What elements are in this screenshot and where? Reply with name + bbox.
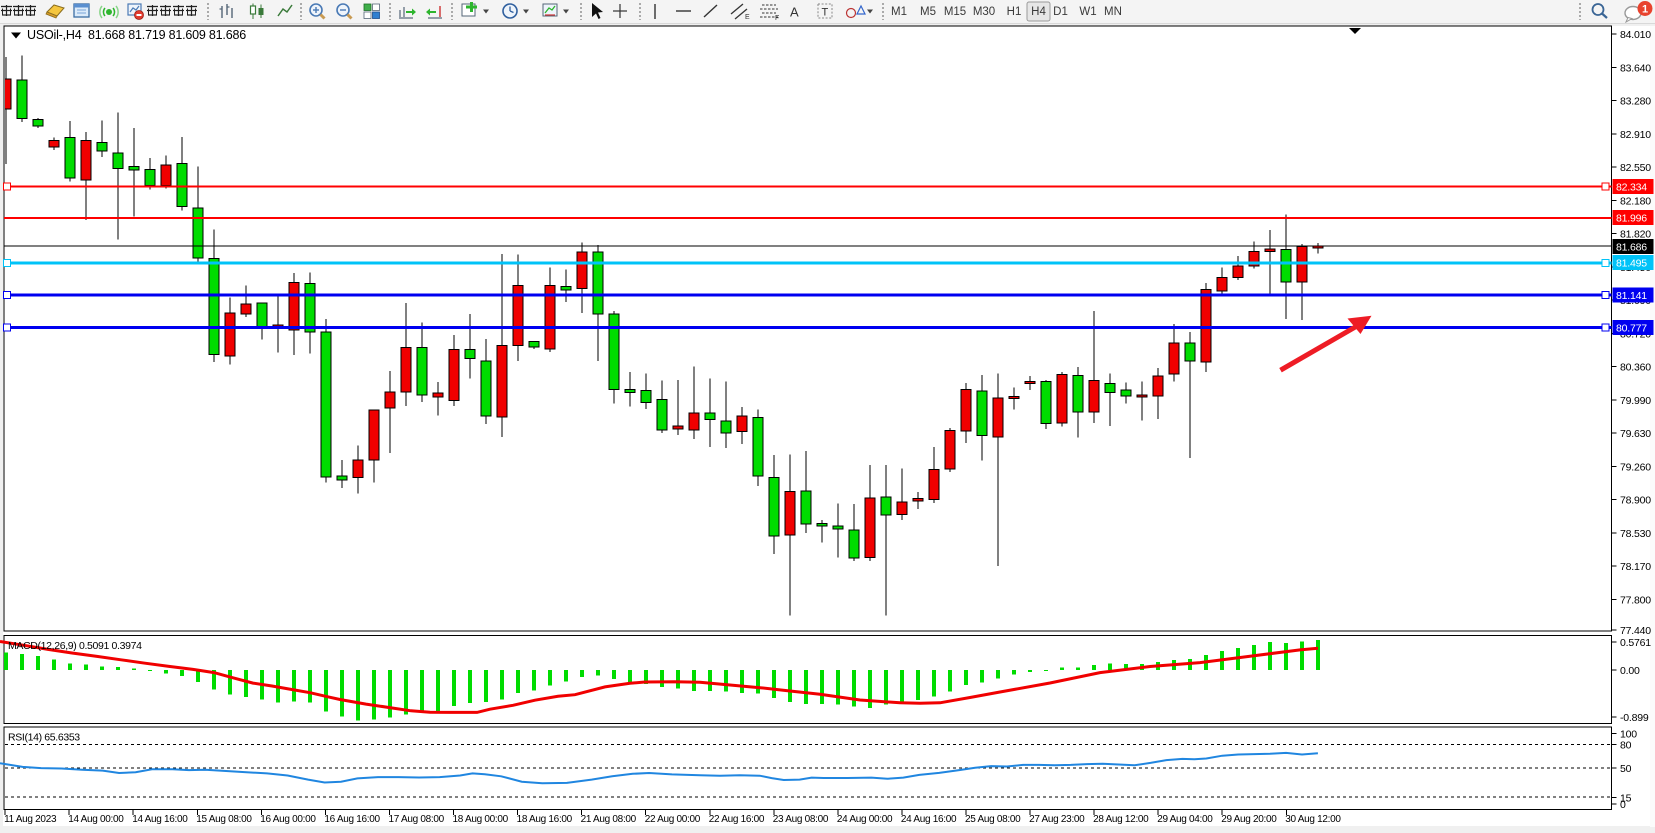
- svg-text:M15: M15: [944, 6, 966, 18]
- svg-text:50: 50: [1620, 763, 1632, 775]
- svg-text:16 Aug 00:00: 16 Aug 00:00: [260, 814, 316, 825]
- svg-text:15: 15: [1620, 792, 1632, 804]
- svg-text:15 Aug 08:00: 15 Aug 08:00: [196, 814, 252, 825]
- svg-text:78.530: 78.530: [1620, 528, 1651, 540]
- svg-text:0.00: 0.00: [1620, 665, 1640, 677]
- svg-text:USOil-,H4: USOil-,H4: [27, 28, 82, 42]
- svg-text:F: F: [775, 15, 779, 22]
- svg-text:80.360: 80.360: [1620, 361, 1651, 373]
- svg-text:H4: H4: [1031, 6, 1046, 18]
- svg-text:M30: M30: [973, 6, 995, 18]
- svg-text:100: 100: [1620, 729, 1637, 741]
- svg-text:29 Aug 20:00: 29 Aug 20:00: [1221, 814, 1277, 825]
- svg-text:MACD(12,26,9) 0.5091 0.3974: MACD(12,26,9) 0.5091 0.3974: [8, 640, 142, 652]
- svg-text:77.440: 77.440: [1620, 625, 1651, 637]
- svg-text:82.180: 82.180: [1620, 196, 1651, 208]
- svg-text:MN: MN: [1104, 6, 1122, 18]
- svg-text:RSI(14) 65.6353: RSI(14) 65.6353: [8, 732, 80, 744]
- svg-text:83.640: 83.640: [1620, 63, 1651, 75]
- svg-text:23 Aug 08:00: 23 Aug 08:00: [773, 814, 829, 825]
- svg-text:79.990: 79.990: [1620, 395, 1651, 407]
- svg-text:14 Aug 16:00: 14 Aug 16:00: [132, 814, 188, 825]
- svg-text:79.630: 79.630: [1620, 428, 1651, 440]
- svg-text:78.170: 78.170: [1620, 561, 1651, 573]
- svg-text:M1: M1: [891, 6, 907, 18]
- svg-text:80.777: 80.777: [1616, 323, 1647, 335]
- svg-text:-0.899: -0.899: [1620, 712, 1649, 724]
- svg-text:22 Aug 00:00: 22 Aug 00:00: [645, 814, 701, 825]
- svg-text:H1: H1: [1007, 6, 1022, 18]
- svg-text:24 Aug 00:00: 24 Aug 00:00: [837, 814, 893, 825]
- svg-text:W1: W1: [1079, 6, 1096, 18]
- svg-text:81.141: 81.141: [1616, 290, 1647, 302]
- svg-text:1: 1: [1642, 4, 1648, 16]
- svg-text:79.260: 79.260: [1620, 462, 1651, 474]
- svg-text:81.495: 81.495: [1616, 257, 1647, 269]
- svg-text:82.550: 82.550: [1620, 162, 1651, 174]
- svg-text:83.280: 83.280: [1620, 96, 1651, 108]
- svg-text:81.820: 81.820: [1620, 228, 1651, 240]
- svg-text:84.010: 84.010: [1620, 29, 1651, 41]
- svg-text:0: 0: [1620, 799, 1626, 811]
- svg-text:27 Aug 23:00: 27 Aug 23:00: [1029, 814, 1085, 825]
- svg-text:17 Aug 08:00: 17 Aug 08:00: [389, 814, 445, 825]
- svg-text:78.900: 78.900: [1620, 494, 1651, 506]
- svg-text:21 Aug 08:00: 21 Aug 08:00: [581, 814, 637, 825]
- svg-text:81.686: 81.686: [1616, 242, 1647, 254]
- svg-text:18 Aug 00:00: 18 Aug 00:00: [453, 814, 509, 825]
- svg-text:81.996: 81.996: [1616, 212, 1647, 224]
- svg-text:80: 80: [1620, 739, 1632, 751]
- svg-text:77.800: 77.800: [1620, 595, 1651, 607]
- svg-text:11 Aug 2023: 11 Aug 2023: [4, 814, 57, 825]
- svg-text:D1: D1: [1053, 6, 1068, 18]
- svg-text:29 Aug 04:00: 29 Aug 04:00: [1157, 814, 1213, 825]
- svg-text:A: A: [790, 5, 799, 20]
- svg-text:22 Aug 16:00: 22 Aug 16:00: [709, 814, 765, 825]
- svg-text:18 Aug 16:00: 18 Aug 16:00: [517, 814, 573, 825]
- svg-text:81.668 81.719 81.609 81.686: 81.668 81.719 81.609 81.686: [88, 28, 246, 42]
- svg-text:T: T: [822, 7, 829, 19]
- svg-text:24 Aug 16:00: 24 Aug 16:00: [901, 814, 957, 825]
- svg-text:28 Aug 12:00: 28 Aug 12:00: [1093, 814, 1149, 825]
- svg-text:14 Aug 00:00: 14 Aug 00:00: [68, 814, 124, 825]
- svg-text:E: E: [745, 14, 750, 21]
- svg-text:82.910: 82.910: [1620, 129, 1651, 141]
- svg-text:25 Aug 08:00: 25 Aug 08:00: [965, 814, 1021, 825]
- svg-text:16 Aug 16:00: 16 Aug 16:00: [324, 814, 380, 825]
- svg-text:M5: M5: [920, 6, 936, 18]
- svg-text:82.334: 82.334: [1616, 182, 1647, 194]
- svg-text:30 Aug 12:00: 30 Aug 12:00: [1285, 814, 1341, 825]
- svg-text:0.5761: 0.5761: [1620, 637, 1651, 649]
